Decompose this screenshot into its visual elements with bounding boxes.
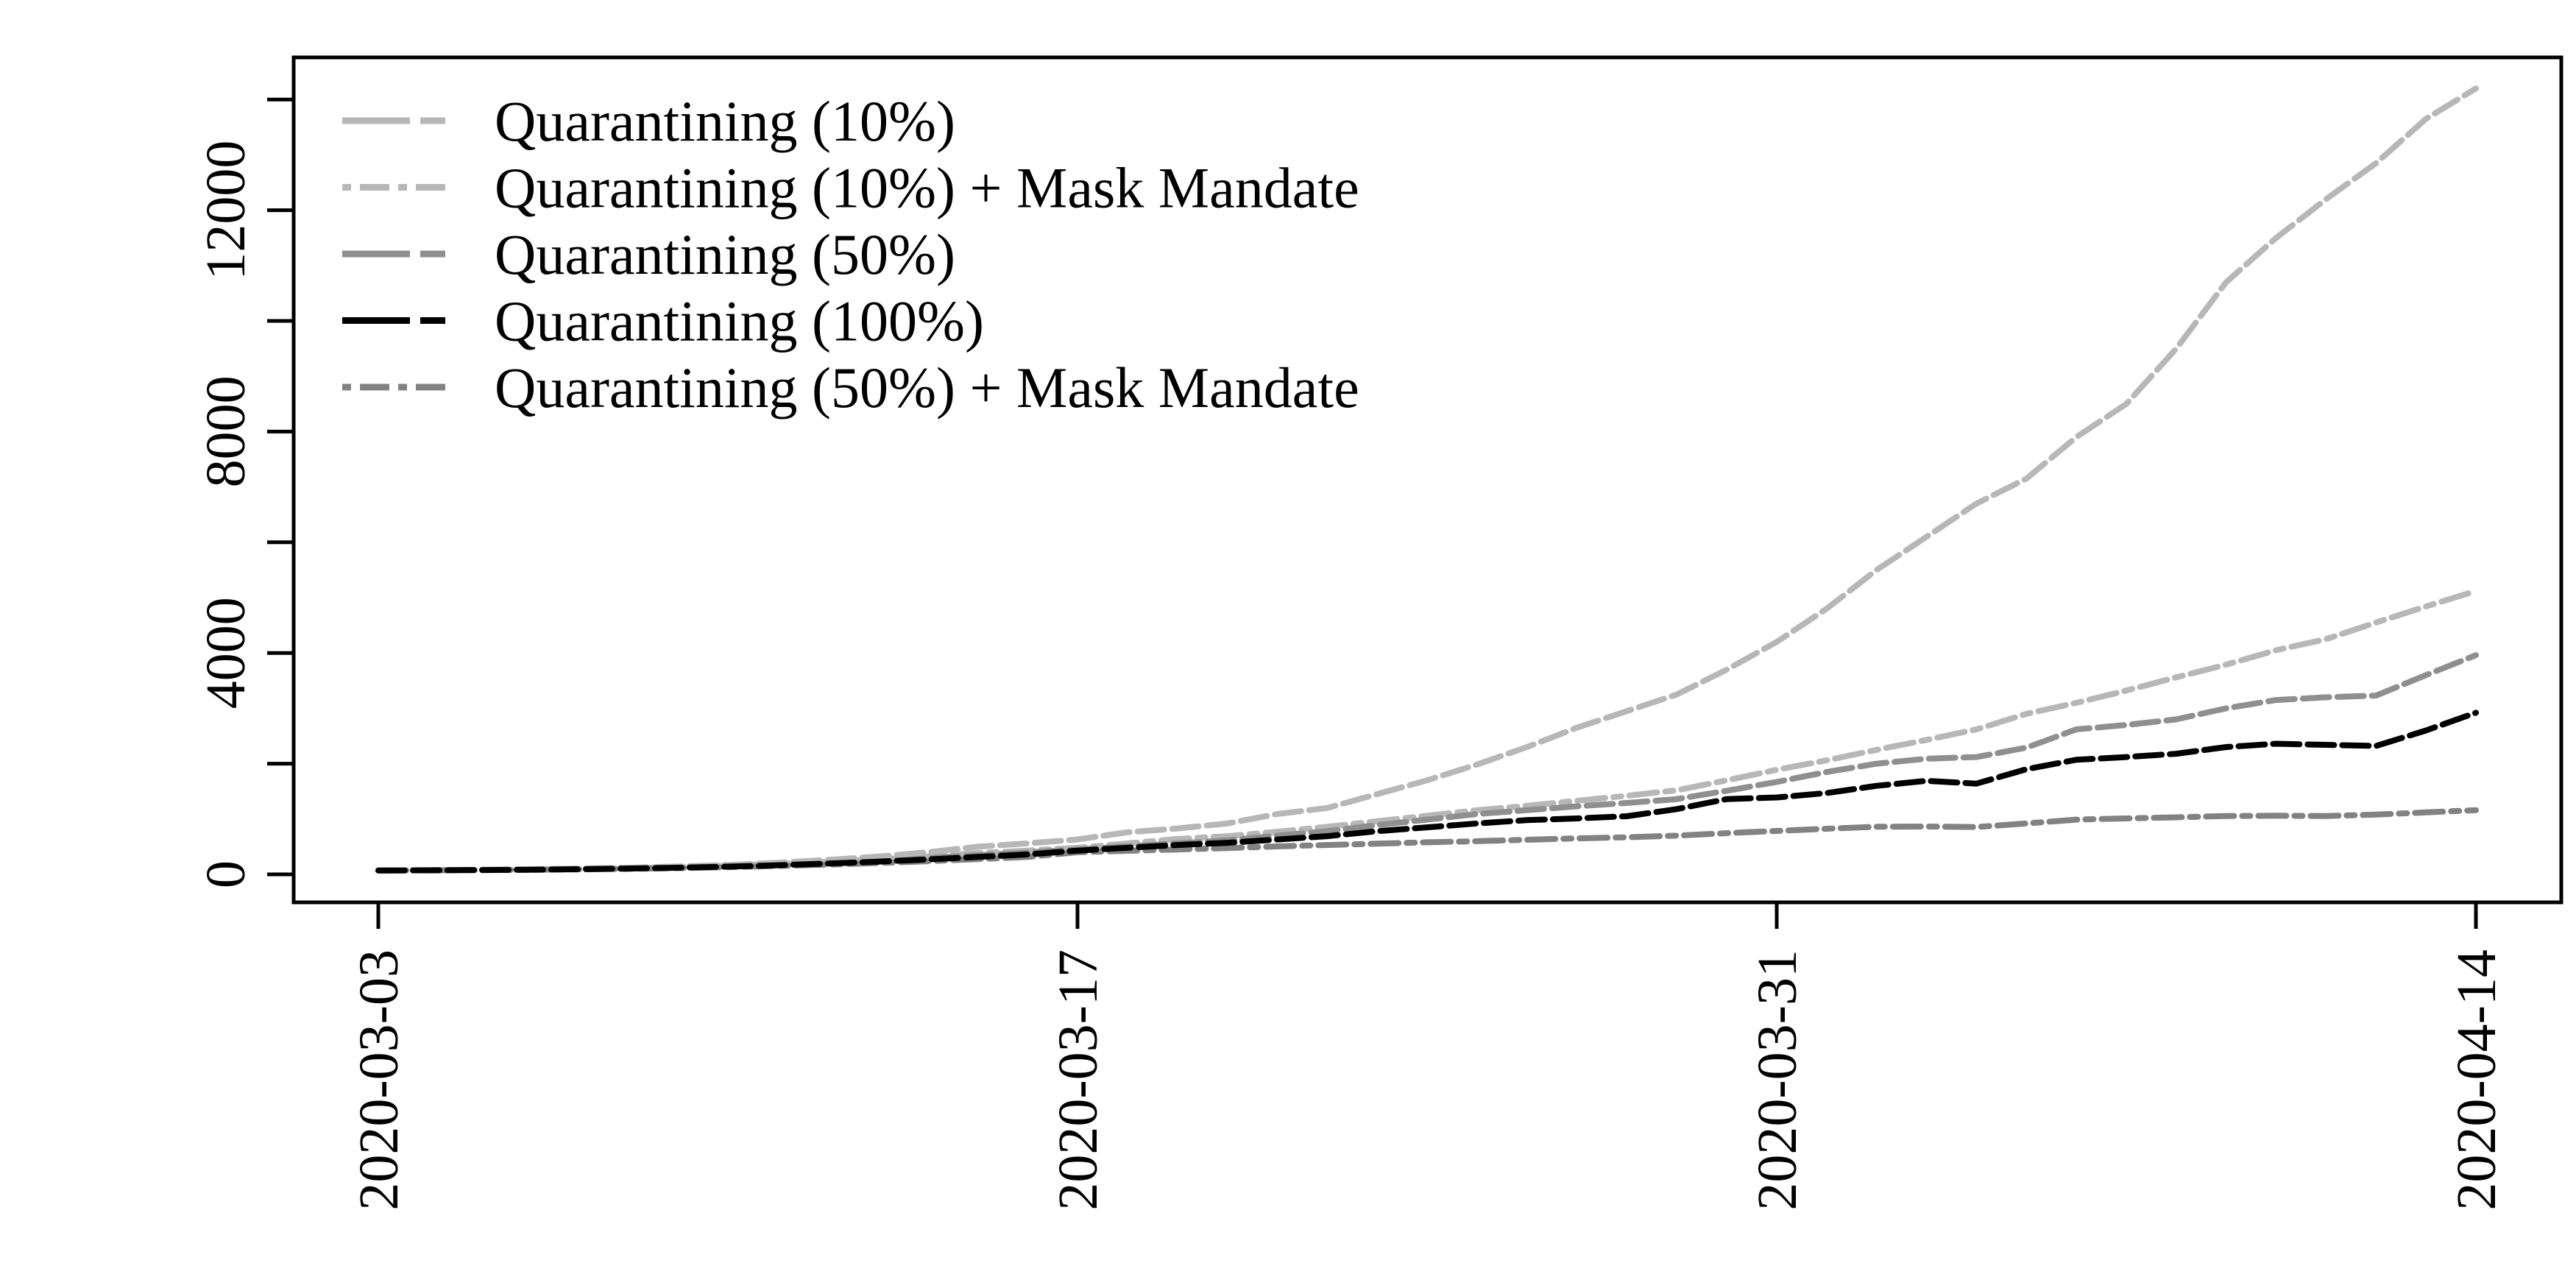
series-line-quarantining-50: [375, 652, 2479, 874]
plot-border: [291, 55, 2563, 905]
legend-label-quarantining-50-mask-mandate: Quarantining (50%) + Mask Mandate: [495, 355, 1359, 420]
legend-entry: Quarantining (50%): [342, 222, 955, 286]
legend-label-quarantining-10-mask-mandate: Quarantining (10%) + Mask Mandate: [495, 156, 1359, 220]
y-axis-label: 0: [195, 860, 257, 888]
x-axis-label: 2020-04-14: [2446, 949, 2508, 1211]
x-axis: 2020-03-03 2020-03-17 2020-03-31 2020-04-14: [348, 902, 2508, 1211]
legend-entry: Quarantining (10%) + Mask Mandate: [342, 156, 1359, 220]
legend-label-quarantining-100: Quarantining (100%): [495, 289, 984, 353]
y-axis-label: 4000: [195, 597, 257, 709]
legend-entry: Quarantining (10%): [342, 89, 955, 153]
y-axis: 0 4000 8000 12000: [195, 97, 294, 888]
x-axis-label: 2020-03-03: [348, 949, 410, 1211]
legend-entry: Quarantining (50%) + Mask Mandate: [342, 355, 1359, 420]
x-axis-label: 2020-03-31: [1747, 949, 1808, 1211]
chart-figure: 0 4000 8000 12000 2020-03-03 2020-03-17 2020-0…: [29, 12, 2576, 1288]
y-axis-label: 8000: [195, 375, 257, 487]
legend: Quarantining (10%)Quarantining (10%) + M…: [342, 89, 1359, 420]
y-axis-label: 12000: [195, 141, 257, 280]
legend-entry: Quarantining (100%): [342, 289, 984, 353]
legend-label-quarantining-10: Quarantining (10%): [495, 89, 955, 153]
x-axis-label: 2020-03-17: [1047, 949, 1109, 1211]
series-lines: [375, 85, 2479, 874]
series-line-quarantining-100: [375, 710, 2479, 874]
legend-label-quarantining-50: Quarantining (50%): [495, 222, 955, 286]
